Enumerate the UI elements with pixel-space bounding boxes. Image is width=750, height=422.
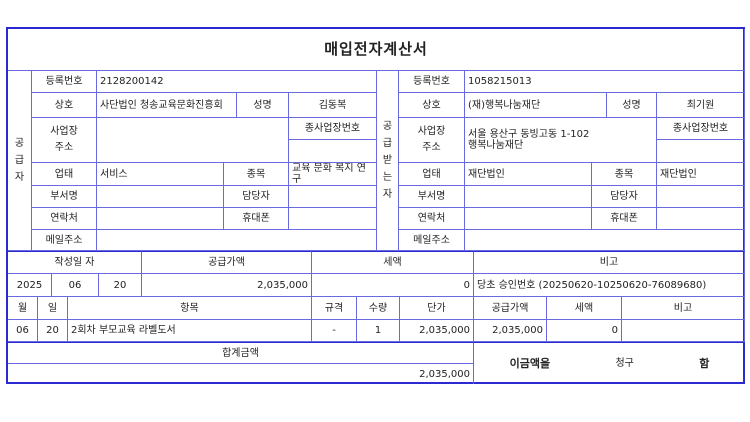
items-header-note: 비고 <box>622 297 745 320</box>
label-person: 담당자 <box>224 186 289 208</box>
item-day: 20 <box>38 320 68 342</box>
items-header-supply: 공급가액 <box>474 297 547 320</box>
items-header-tax: 세액 <box>547 297 622 320</box>
item-month: 06 <box>8 320 38 342</box>
label-reg: 등록번호 <box>399 71 465 93</box>
label-biz: 업태 <box>399 163 465 186</box>
summary-month: 06 <box>52 274 99 297</box>
receiver-reg: 1058215013 <box>465 71 745 93</box>
receiver-dept <box>465 186 592 208</box>
supplier-rep: 김동복 <box>289 93 377 118</box>
receiver-rep: 최기원 <box>657 93 745 118</box>
label-mobile: 휴대폰 <box>592 208 657 230</box>
item-note <box>622 320 745 342</box>
item-qty: 1 <box>357 320 400 342</box>
items-header-spec: 규격 <box>312 297 357 320</box>
label-addr-2: 주소 <box>54 142 74 153</box>
item-price: 2,035,000 <box>400 320 474 342</box>
side-char: 자 <box>14 172 25 183</box>
receiver-subno <box>657 140 745 163</box>
total-label: 합계금액 <box>8 342 474 364</box>
supplier-subno <box>289 140 377 163</box>
item-spec: - <box>312 320 357 342</box>
summary-supply: 2,035,000 <box>142 274 312 297</box>
label-addr-1: 사업장 <box>417 126 446 137</box>
summary-year: 2025 <box>8 274 52 297</box>
receiver-item: 재단법인 <box>657 163 745 186</box>
summary-note-header: 비고 <box>474 251 745 274</box>
summary-date-header: 작성일 자 <box>8 251 142 274</box>
supplier-addr <box>97 118 289 163</box>
claim-statement: 이금액을 청구 함 <box>474 342 745 384</box>
label-email: 메일주소 <box>399 230 465 251</box>
supplier-mobile <box>289 208 377 230</box>
receiver-mobile <box>657 208 745 230</box>
side-char: 자 <box>382 189 393 200</box>
side-char: 받 <box>382 155 393 166</box>
summary-tax-header: 세액 <box>312 251 474 274</box>
items-header-day: 일 <box>38 297 68 320</box>
supplier-biz: 서비스 <box>97 163 224 186</box>
item-tax: 0 <box>547 320 622 342</box>
label-subno: 종사업장번호 <box>289 118 377 140</box>
label-person: 담당자 <box>592 186 657 208</box>
supplier-reg: 2128200142 <box>97 71 377 93</box>
summary-note: 당초 승인번호 (20250620-10250620-76089680) <box>474 274 745 297</box>
claim-suffix: 함 <box>699 357 710 370</box>
summary-supply-header: 공급가액 <box>142 251 312 274</box>
receiver-name: (재)행복나눔재단 <box>465 93 607 118</box>
label-rep: 성명 <box>607 93 657 118</box>
item-name: 2회차 부모교육 라벨도서 <box>68 320 312 342</box>
side-char: 급 <box>382 138 393 149</box>
page-title: 매입전자계산서 <box>8 29 745 71</box>
receiver-addr: 서울 용산구 동빙고동 1-102 행복나눔재단 <box>465 118 657 163</box>
label-item: 종목 <box>592 163 657 186</box>
supplier-dept <box>97 186 224 208</box>
label-dept: 부서명 <box>399 186 465 208</box>
supplier-item: 교육 문화 복지 연구 <box>289 163 377 186</box>
receiver-person <box>657 186 745 208</box>
receiver-biz: 재단법인 <box>465 163 592 186</box>
summary-day: 20 <box>99 274 142 297</box>
claim-type: 청구 <box>615 358 634 369</box>
label-addr-1: 사업장 <box>50 126 78 137</box>
label-email: 메일주소 <box>32 230 97 251</box>
side-char: 공 <box>382 121 393 132</box>
label-tel: 연락처 <box>32 208 97 230</box>
label-item: 종목 <box>224 163 289 186</box>
items-header-name: 항목 <box>68 297 312 320</box>
supplier-person <box>289 186 377 208</box>
summary-tax: 0 <box>312 274 474 297</box>
receiver-tel <box>465 208 592 230</box>
label-name: 상호 <box>32 93 97 118</box>
supplier-email <box>97 230 377 251</box>
label-subno: 종사업장번호 <box>657 118 745 140</box>
side-char: 급 <box>14 155 25 166</box>
label-rep: 성명 <box>237 93 289 118</box>
side-char: 공 <box>14 138 25 149</box>
label-dept: 부서명 <box>32 186 97 208</box>
label-biz: 업태 <box>32 163 97 186</box>
items-header-month: 월 <box>8 297 38 320</box>
label-tel: 연락처 <box>399 208 465 230</box>
receiver-email <box>465 230 745 251</box>
items-header-price: 단가 <box>400 297 474 320</box>
supplier-name: 사단법인 청송교육문화진흥회 <box>97 93 237 118</box>
claim-text: 이금액을 <box>509 357 551 370</box>
total-value: 2,035,000 <box>8 364 474 384</box>
supplier-tel <box>97 208 224 230</box>
items-header-qty: 수량 <box>357 297 400 320</box>
side-char: 는 <box>382 172 393 183</box>
item-supply: 2,035,000 <box>474 320 547 342</box>
label-name: 상호 <box>399 93 465 118</box>
label-reg: 등록번호 <box>32 71 97 93</box>
label-addr-2: 주소 <box>422 142 441 153</box>
label-mobile: 휴대폰 <box>224 208 289 230</box>
